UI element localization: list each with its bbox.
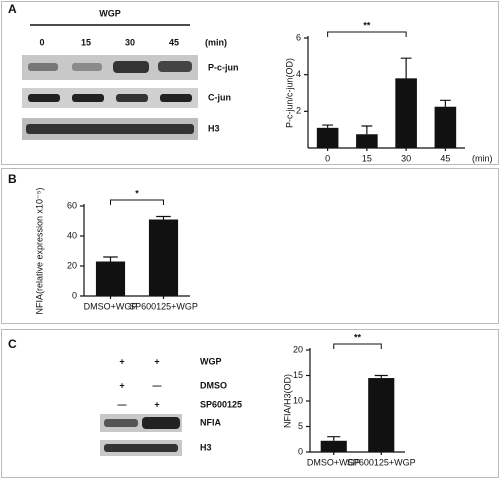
blot-row-label: P-c-jun [208,62,239,72]
y-axis-label: NFIA(relative expression x10⁻⁵) [34,187,44,314]
y-tick-label: 20 [67,260,77,270]
panel-label: A [8,2,17,16]
blot [100,414,182,456]
time-label: 45 [169,37,179,47]
error-bar [103,256,118,262]
x-tick-label: SP600125+WGP [347,457,416,467]
x-tick-label: 30 [401,153,411,163]
panel-frame [1,1,499,165]
significance-bracket [327,31,407,37]
panel-label: B [8,172,17,186]
bar [434,106,457,148]
sign: + [154,356,159,366]
panel-label: C [8,337,17,351]
y-tick-label: 5 [298,421,303,431]
treatment-row-label: WGP [200,356,222,366]
blot-row-label: H3 [208,123,220,133]
bar [356,134,378,148]
x-tick-label: SP600125+WGP [129,301,198,311]
sign: — [153,380,162,390]
x-tick-label: 45 [440,153,450,163]
time-label: 0 [39,37,44,47]
treatment-row-label: DMSO [200,380,227,390]
blot-band-label: NFIA [200,417,221,427]
y-tick-label: 10 [293,395,303,405]
error-bar [156,215,171,220]
bar [316,127,339,148]
y-axis-label: P-c-jun/c-jun(OD) [284,58,294,128]
y-tick-label: 20 [293,344,303,354]
error-bar [374,374,388,379]
sign: + [154,399,159,409]
blot-band-label: H3 [200,442,212,452]
x-tick-label: DMSO+WGP [307,457,361,467]
treatment-row-label: SP600125 [200,399,242,409]
significance-label: * [135,188,139,198]
significance-bracket [333,343,382,349]
sign: + [119,380,124,390]
y-tick-label: 40 [67,230,77,240]
sign: + [119,356,124,366]
bar [368,378,395,452]
x-axis-label: (min) [472,153,493,163]
significance-bracket [110,199,164,205]
treatment-label: WGP [99,8,121,18]
blot [22,55,198,140]
error-bar [439,99,451,107]
time-label: 15 [81,37,91,47]
y-tick-label: 4 [296,69,301,79]
error-bar [400,57,412,79]
panel-frame [1,329,499,478]
y-tick-label: 60 [67,200,77,210]
significance-label: ** [354,332,362,342]
bar [95,261,126,296]
error-bar [327,436,341,441]
significance-label: ** [363,20,371,30]
panel-frame [1,168,499,324]
error-bar [361,125,373,135]
y-axis-label: NFIA/H3(OD) [282,374,292,428]
error-bar [322,124,334,128]
x-tick-label: 15 [362,153,372,163]
time-label: 30 [125,37,135,47]
bar [148,219,179,296]
y-tick-label: 6 [296,32,301,42]
unit-label: (min) [205,37,227,47]
sign: — [118,399,127,409]
y-tick-label: 0 [298,446,303,456]
y-tick-label: 2 [296,106,301,116]
y-tick-label: 0 [72,290,77,300]
bar [395,78,417,148]
y-tick-label: 15 [293,370,303,380]
bar [320,440,347,452]
x-tick-label: DMSO+WGP [84,301,138,311]
x-tick-label: 0 [325,153,330,163]
blot-row-label: C-jun [208,92,231,102]
